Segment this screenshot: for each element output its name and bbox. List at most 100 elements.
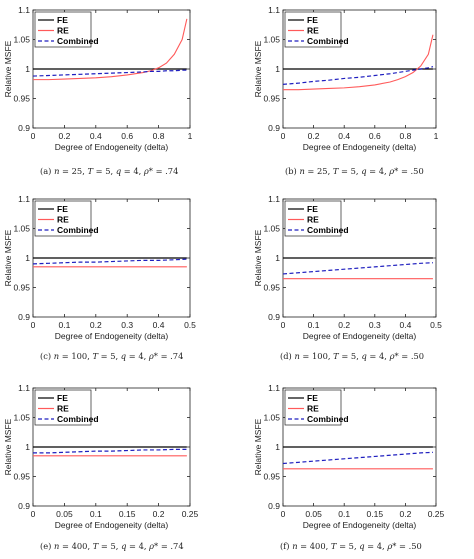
legend-label-fe: FE bbox=[57, 393, 68, 403]
x-tick-label: 0 bbox=[31, 320, 36, 330]
y-tick-label: 0.95 bbox=[13, 472, 30, 482]
x-tick-label: 0.5 bbox=[184, 320, 196, 330]
y-tick-label: 1.05 bbox=[263, 413, 280, 423]
legend-label-re: RE bbox=[57, 26, 69, 36]
x-tick-label: 0.05 bbox=[56, 509, 73, 519]
y-tick-label: 0.95 bbox=[13, 94, 30, 104]
y-tick-label: 0.95 bbox=[13, 283, 30, 293]
x-tick-label: 0 bbox=[31, 131, 36, 141]
y-tick-label: 0.9 bbox=[18, 501, 30, 511]
caption-b-n: 25 bbox=[317, 166, 328, 176]
x-tick-label: 0.25 bbox=[182, 509, 199, 519]
x-axis-label: Degree of Endogeneity (delta) bbox=[303, 142, 417, 152]
y-tick-label: 0.95 bbox=[263, 472, 280, 482]
x-tick-label: 0.25 bbox=[428, 509, 445, 519]
x-tick-label: 0.6 bbox=[369, 131, 381, 141]
caption-f-rho: .50 bbox=[408, 541, 422, 551]
y-tick-label: 1.1 bbox=[268, 5, 280, 15]
legend-box bbox=[34, 11, 92, 48]
x-tick-label: 1 bbox=[188, 131, 193, 141]
x-axis-label: Degree of Endogeneity (delta) bbox=[55, 142, 169, 152]
series-line-re bbox=[283, 34, 434, 91]
y-tick-label: 0.9 bbox=[18, 312, 30, 322]
legend-label-fe: FE bbox=[57, 204, 68, 214]
x-axis-label: Degree of Endogeneity (delta) bbox=[303, 520, 417, 530]
legend-label-re: RE bbox=[307, 404, 319, 414]
chart-panel-f: 0 0.05 0.1 0.15 0.2 0.25 0.9 0.95 1 1.05 1.1 Degree… bbox=[253, 383, 445, 530]
x-tick-label: 0.05 bbox=[305, 509, 322, 519]
x-tick-label: 0.1 bbox=[338, 509, 350, 519]
caption-b-label: (b) bbox=[285, 166, 297, 176]
y-tick-label: 0.9 bbox=[18, 123, 30, 133]
caption-d-rho: .50 bbox=[410, 351, 425, 361]
y-tick-label: 1 bbox=[275, 253, 280, 263]
y-tick-label: 1.05 bbox=[13, 413, 30, 423]
y-tick-label: 1.05 bbox=[13, 35, 30, 45]
x-tick-label: 0.4 bbox=[399, 320, 411, 330]
x-tick-label: 0.2 bbox=[58, 131, 70, 141]
y-tick-label: 0.9 bbox=[268, 501, 280, 511]
x-tick-label: 0.1 bbox=[308, 320, 320, 330]
legend-label-combined: Combined bbox=[57, 414, 99, 424]
x-tick-label: 0 bbox=[281, 509, 286, 519]
y-tick-label: 1.1 bbox=[18, 383, 30, 393]
series-line-combined bbox=[32, 258, 187, 265]
y-tick-label: 1.1 bbox=[18, 5, 30, 15]
caption-c-label: (c) bbox=[40, 351, 52, 361]
x-tick-label: 0.4 bbox=[90, 131, 102, 141]
legend-box bbox=[284, 389, 342, 426]
y-tick-label: 0.95 bbox=[263, 283, 280, 293]
y-axis-label: Relative MSFE bbox=[3, 418, 13, 475]
x-tick-label: 0.2 bbox=[338, 320, 350, 330]
caption-c-n: 100 bbox=[71, 351, 88, 361]
x-axis-label: Degree of Endogeneity (delta) bbox=[55, 331, 169, 341]
series-line-combined bbox=[282, 451, 433, 465]
caption-c-rho: .74 bbox=[170, 351, 184, 361]
legend-label-fe: FE bbox=[57, 15, 68, 25]
x-tick-label: 0.1 bbox=[90, 509, 102, 519]
caption-e-label: (e) bbox=[40, 541, 52, 551]
y-axis-label: Relative MSFE bbox=[3, 229, 13, 286]
y-axis-label: Relative MSFE bbox=[253, 40, 263, 97]
x-tick-label: 0 bbox=[281, 131, 286, 141]
chart-panel-a: 0 0.2 0.4 0.6 0.8 1 0.9 0.95 1 1.05 1.1 Degree of E… bbox=[3, 5, 193, 152]
y-tick-label: 0.9 bbox=[268, 123, 280, 133]
y-tick-label: 0.9 bbox=[268, 312, 280, 322]
x-tick-label: 0.15 bbox=[367, 509, 384, 519]
caption-f-label: (f) bbox=[280, 541, 290, 551]
legend-label-combined: Combined bbox=[307, 225, 349, 235]
series-line-re bbox=[33, 18, 188, 81]
x-tick-label: 0.2 bbox=[399, 509, 411, 519]
x-axis-label: Degree of Endogeneity (delta) bbox=[55, 520, 169, 530]
legend-label-fe: FE bbox=[307, 204, 318, 214]
chart-panel-b: 0 0.2 0.4 0.6 0.8 1 0.9 0.95 1 1.05 1.1 Degree of E… bbox=[253, 5, 439, 152]
y-tick-label: 1 bbox=[275, 442, 280, 452]
legend-label-fe: FE bbox=[307, 15, 318, 25]
caption-e-n: 400 bbox=[71, 541, 88, 551]
x-tick-label: 0 bbox=[31, 509, 36, 519]
legend-box bbox=[284, 11, 342, 48]
series-line-combined bbox=[33, 448, 187, 454]
x-tick-label: 0.8 bbox=[399, 131, 411, 141]
y-tick-label: 1.05 bbox=[263, 224, 280, 234]
series-line-combined bbox=[32, 69, 187, 77]
x-tick-label: 0.3 bbox=[369, 320, 381, 330]
caption-a-label: (a) bbox=[40, 166, 52, 176]
legend-label-re: RE bbox=[307, 26, 319, 36]
y-tick-label: 0.95 bbox=[263, 94, 280, 104]
x-tick-label: 0.8 bbox=[153, 131, 165, 141]
y-tick-label: 1.1 bbox=[18, 194, 30, 204]
x-tick-label: 0 bbox=[281, 320, 286, 330]
y-tick-label: 1.1 bbox=[268, 383, 280, 393]
x-axis-label: Degree of Endogeneity (delta) bbox=[303, 331, 417, 341]
caption-e: (e) n = 400, T = 5, q = 4, ρ* = .74 bbox=[40, 541, 184, 551]
legend-box bbox=[34, 389, 92, 426]
y-axis-label: Relative MSFE bbox=[253, 418, 263, 475]
x-tick-label: 0.5 bbox=[430, 320, 442, 330]
y-tick-label: 1.05 bbox=[13, 224, 30, 234]
x-tick-label: 0.2 bbox=[308, 131, 320, 141]
caption-e-rho: .74 bbox=[170, 541, 184, 551]
legend-box bbox=[284, 200, 342, 237]
y-tick-label: 1.05 bbox=[263, 35, 280, 45]
